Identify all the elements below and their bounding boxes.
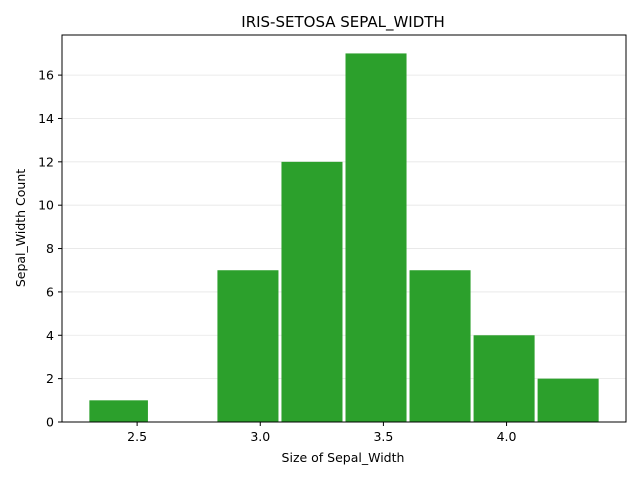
grid-lines [62,74,626,423]
histogram-bar-5 [409,270,471,422]
y-tick-label-0: 0 [46,415,54,430]
y-axis-label: Sepal_Width Count [13,169,28,287]
histogram-bar-4 [345,53,407,423]
y-tick-label-8: 16 [38,68,54,83]
y-tick-label-6: 12 [38,154,54,169]
x-tick-label-3: 4.0 [497,429,517,444]
histogram-bar-2 [217,270,279,422]
y-tick-label-7: 14 [38,111,54,126]
y-tick-label-5: 10 [38,198,54,213]
y-axis-ticks: 0 2 4 6 8 10 12 14 16 [38,68,62,430]
y-tick-label-3: 6 [46,284,54,299]
chart-title: IRIS-SETOSA SEPAL_WIDTH [241,13,444,32]
histogram-bar-6 [473,335,535,422]
x-tick-label-2: 3.5 [373,429,393,444]
x-axis-ticks: 2.5 3.0 3.5 4.0 [127,422,517,444]
bars [89,53,599,423]
histogram-bar-0 [89,400,148,422]
y-tick-label-4: 8 [46,241,54,256]
y-tick-label-2: 4 [46,328,54,343]
x-axis-label: Size of Sepal_Width [282,450,405,465]
x-tick-label-0: 2.5 [127,429,147,444]
y-tick-label-1: 2 [46,371,54,386]
x-tick-label-1: 3.0 [250,429,270,444]
histogram-bar-7 [537,378,599,422]
plot-frame [61,34,627,423]
histogram-bar-3 [281,161,343,422]
